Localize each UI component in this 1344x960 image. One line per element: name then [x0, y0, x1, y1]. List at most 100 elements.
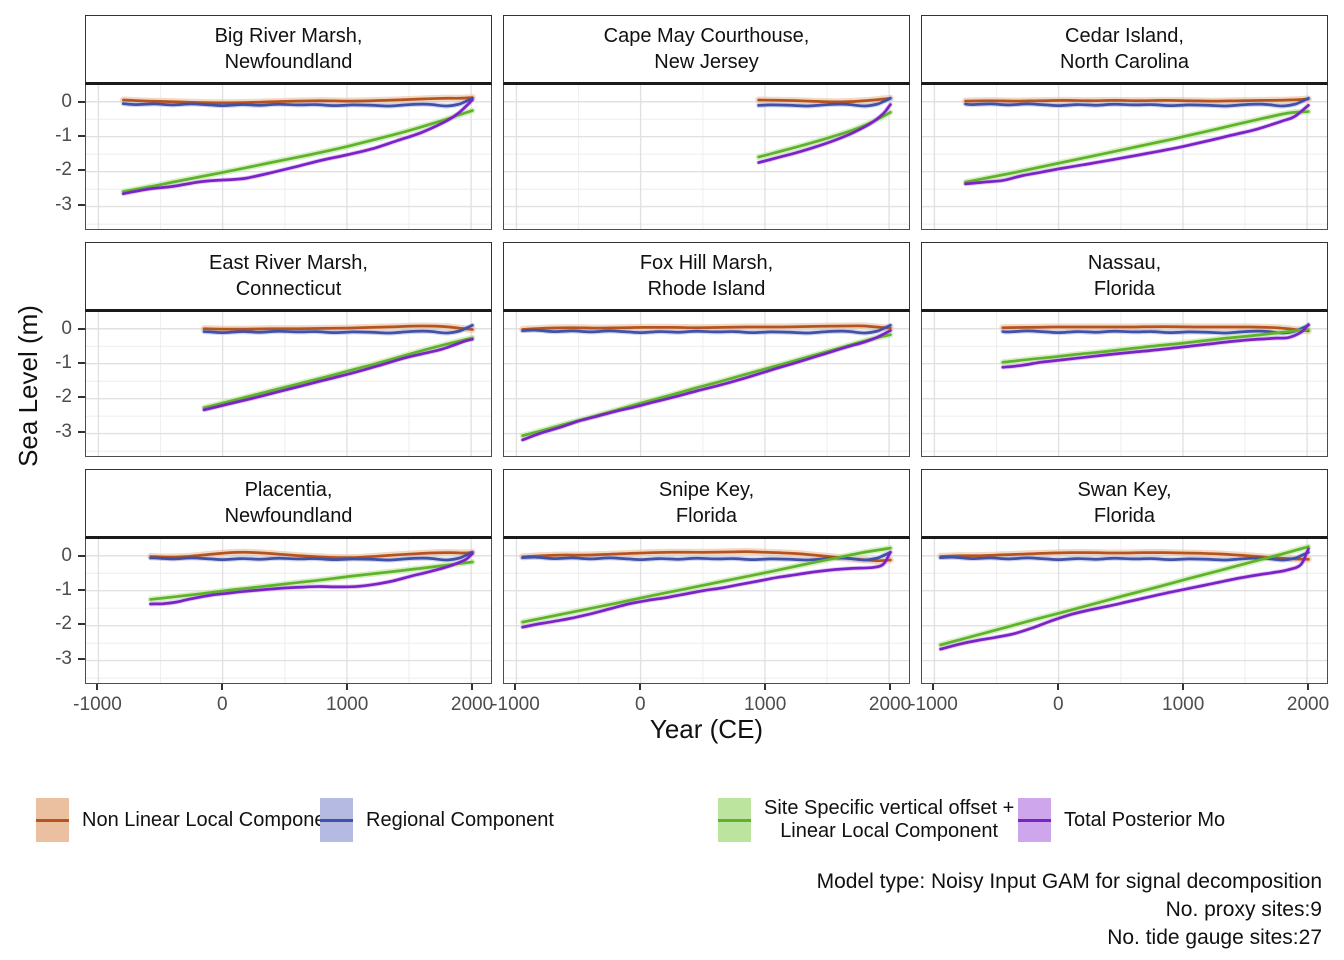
y-tick-label: 0 — [61, 544, 72, 566]
series-nonlinear-line — [964, 97, 1310, 103]
facet-title-line1: Nassau, — [1087, 252, 1162, 274]
legend-label-site-linear: Site Specific vertical offset + Linear L… — [764, 797, 1014, 843]
x-axis-tick — [1182, 684, 1185, 690]
y-axis-tick — [78, 430, 85, 433]
series-site_linear-line — [149, 560, 474, 601]
y-axis-tick — [78, 203, 85, 206]
series-nonlinear-line — [121, 96, 474, 105]
legend-line-nonlinear — [36, 818, 69, 822]
series-site_linear-line — [202, 336, 474, 410]
x-axis-tick — [96, 684, 99, 690]
x-axis-tick — [514, 684, 517, 690]
x-axis-tick — [346, 684, 349, 690]
facet-title-line2: Connecticut — [235, 278, 342, 300]
facet-strip: East River Marsh, Connecticut — [85, 242, 492, 312]
facet-plot-area — [503, 85, 910, 230]
x-tick-label: 1000 — [744, 694, 787, 715]
y-tick-label: -1 — [55, 579, 72, 600]
x-axis-tick — [889, 684, 892, 690]
facet-strip: Placentia, Newfoundland — [85, 469, 492, 539]
y-axis-tick — [78, 169, 85, 172]
x-axis-tick — [221, 684, 224, 690]
facet-panel: East River Marsh, Connecticut — [85, 242, 492, 457]
legend-label-regional: Regional Component — [366, 808, 554, 831]
legend-key-nonlinear — [36, 798, 69, 842]
series-site_linear-line — [939, 545, 1310, 647]
facet-title-line1: Fox Hill Marsh, — [639, 252, 774, 274]
legend-key-total — [1018, 798, 1051, 842]
x-tick-label: 1000 — [326, 694, 369, 715]
facet-panel: Placentia, Newfoundland — [85, 469, 492, 684]
facet-plot-area — [85, 539, 492, 684]
x-tick-label: 2000 — [868, 694, 912, 715]
facet-title-line1: Cedar Island, — [1065, 25, 1184, 47]
series-nonlinear-line — [1001, 325, 1310, 333]
series-site_linear-line — [521, 546, 892, 624]
x-axis-tick — [1057, 684, 1060, 690]
series-total-line — [149, 552, 474, 606]
facet-panel: Snipe Key, Florida — [503, 469, 910, 684]
x-tick-label: -1000 — [909, 694, 958, 715]
y-tick-label: -1 — [55, 352, 72, 373]
y-tick-label: -2 — [55, 613, 72, 635]
series-regional-line — [757, 96, 892, 108]
facet-title-line1: Placentia, — [244, 479, 333, 501]
facet-strip: Cedar Island, North Carolina — [921, 15, 1328, 85]
facet-strip: Fox Hill Marsh, Rhode Island — [503, 242, 910, 312]
facet-title-line2: Newfoundland — [224, 51, 353, 73]
facet-panel: Fox Hill Marsh, Rhode Island — [503, 242, 910, 457]
x-axis-tick — [639, 684, 642, 690]
y-tick-label: -2 — [55, 386, 72, 408]
legend-key-site-linear — [718, 798, 751, 842]
series-nonlinear-line — [521, 324, 892, 331]
series-total-line — [1001, 323, 1310, 369]
caption-model-type: Model type: Noisy Input GAM for signal d… — [816, 870, 1322, 893]
series-total-line — [939, 547, 1310, 651]
facet-plot-area — [921, 312, 1328, 457]
facet-strip: Swan Key, Florida — [921, 469, 1328, 539]
legend-item-site-linear: Site Specific vertical offset + Linear L… — [718, 797, 1014, 843]
series-nonlinear-line — [939, 551, 1310, 561]
facet-title-line2: Florida — [1093, 278, 1156, 300]
series-total-line — [757, 103, 892, 164]
caption: Model type: Noisy Input GAM for signal d… — [817, 868, 1322, 952]
series-site_linear-line — [1001, 328, 1310, 364]
facet-plot-area — [921, 85, 1328, 230]
x-tick-label: 2000 — [450, 694, 494, 715]
legend-line-regional — [320, 818, 353, 822]
legend-label-site-linear-line1: Site Specific vertical offset + — [764, 797, 1015, 819]
x-axis-title: Year (CE) — [649, 714, 764, 744]
x-axis-tick — [932, 684, 935, 690]
series-regional-line — [202, 323, 474, 335]
x-tick-label: 1000 — [1162, 694, 1205, 715]
legend-item-nonlinear: Non Linear Local Component — [36, 798, 342, 842]
facet-strip: Nassau, Florida — [921, 242, 1328, 312]
facet-strip: Cape May Courthouse, New Jersey — [503, 15, 910, 85]
y-axis-tick — [78, 396, 85, 399]
facet-panel: Cape May Courthouse, New Jersey — [503, 15, 910, 230]
series-site_linear-line — [121, 109, 474, 193]
legend-key-regional — [320, 798, 353, 842]
legend-line-site-linear — [718, 818, 751, 822]
legend-label-nonlinear: Non Linear Local Component — [82, 808, 343, 831]
facet-plot-area — [85, 85, 492, 230]
legend-label-total: Total Posterior Mo — [1064, 808, 1226, 831]
facet-plot-area — [503, 312, 910, 457]
facet-panel: Big River Marsh, Newfoundland — [85, 15, 492, 230]
y-axis-tick — [78, 623, 85, 626]
x-tick-label: 0 — [1053, 694, 1064, 715]
y-tick-label: -2 — [55, 159, 72, 181]
facet-title-line1: Cape May Courthouse, — [603, 25, 810, 47]
facet-strip: Snipe Key, Florida — [503, 469, 910, 539]
series-nonlinear-line — [757, 96, 892, 104]
series-regional-line — [121, 96, 474, 108]
series-total-line — [521, 550, 892, 629]
series-regional-line — [149, 550, 474, 562]
y-axis-tick — [78, 327, 85, 330]
y-axis-tick — [78, 135, 85, 137]
x-tick-label: -1000 — [73, 694, 122, 715]
facet-title-line1: Swan Key, — [1077, 479, 1172, 501]
y-axis-tick — [78, 100, 85, 103]
series-total-line — [521, 329, 892, 442]
